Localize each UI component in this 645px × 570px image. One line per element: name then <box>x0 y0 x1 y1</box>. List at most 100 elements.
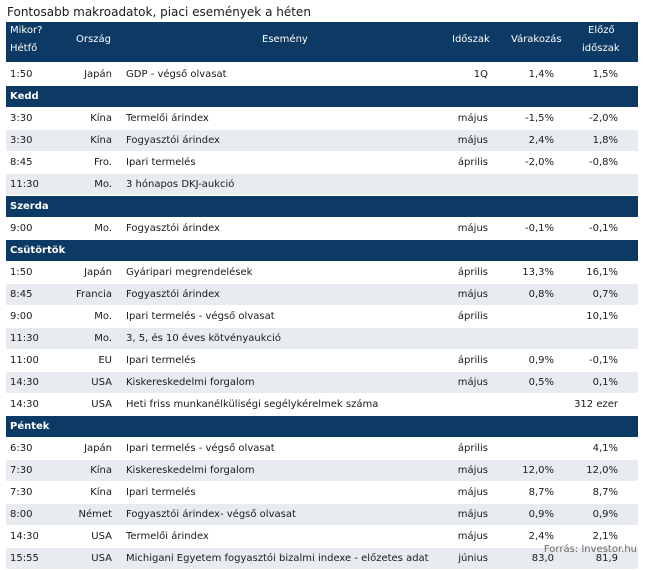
calendar-table: Mikor? Hétfő Ország Esemény Időszak Vára… <box>6 22 638 570</box>
day-header-row: Péntek <box>6 416 638 438</box>
cell-time: 11:30 <box>10 179 39 190</box>
cell-previous: -0,8% <box>588 157 618 168</box>
cell-period <box>446 394 488 415</box>
cell-event: GDP - végső olvasat <box>126 69 227 80</box>
header-expectation: Várakozás <box>511 34 562 45</box>
header-country: Ország <box>76 34 111 45</box>
table-row: 7:30 Kína Kiskereskedelmi forgalom május 12,… <box>6 460 638 482</box>
day-header-row: Szerda <box>6 196 638 218</box>
cell-time: 14:30 <box>10 531 39 542</box>
cell-event: Fogyasztói árindex <box>126 135 220 146</box>
cell-previous: 1,5% <box>592 69 618 80</box>
cell-expectation: 0,5% <box>528 377 554 388</box>
cell-event: Ipari termelés <box>126 355 196 366</box>
cell-period: június <box>458 553 488 564</box>
cell-period: május <box>457 531 488 542</box>
cell-event: Kiskereskedelmi forgalom <box>126 465 255 476</box>
cell-previous: -2,0% <box>588 113 618 124</box>
header-monday: Hétfő <box>10 43 38 54</box>
header-period: Időszak <box>452 34 490 45</box>
cell-expectation <box>506 438 554 459</box>
cell-previous: -0,1% <box>588 355 618 366</box>
cell-previous <box>572 174 618 195</box>
cell-event: Michigani Egyetem fogyasztói bizalmi ind… <box>126 553 429 564</box>
cell-time: 8:45 <box>10 289 33 300</box>
cell-country: Kína <box>90 113 112 124</box>
cell-previous: 2,1% <box>592 531 618 542</box>
cell-time: 9:00 <box>10 223 33 234</box>
cell-event: Fogyasztói árindex- végső olvasat <box>126 509 296 520</box>
table-row: 7:30 Kína Ipari termelés május 8,7% 8,7% <box>6 482 638 504</box>
cell-expectation: -2,0% <box>524 157 554 168</box>
table-row: 1:50 Japán Gyáripari megrendelések április 1… <box>6 262 638 284</box>
cell-time: 11:30 <box>10 333 39 344</box>
day-label: Péntek <box>10 421 50 432</box>
cell-previous: 12,0% <box>586 465 618 476</box>
cell-event: Heti friss munkanélküliségi segélykérelm… <box>126 399 379 410</box>
cell-previous: 0,1% <box>592 377 618 388</box>
cell-country: Mo. <box>94 311 112 322</box>
cell-expectation: 12,0% <box>522 465 554 476</box>
cell-country: Mo. <box>94 223 112 234</box>
cell-expectation: 0,9% <box>528 355 554 366</box>
cell-period: május <box>457 113 488 124</box>
cell-time: 3:30 <box>10 113 33 124</box>
cell-period: április <box>457 267 488 278</box>
cell-country: USA <box>91 531 112 542</box>
cell-country: Mo. <box>94 179 112 190</box>
table-row: 9:00 Mo. Fogyasztói árindex május -0,1% -0,1% <box>6 218 638 240</box>
cell-expectation: 2,4% <box>528 531 554 542</box>
cell-expectation: -1,5% <box>524 113 554 124</box>
day-label: Csütörtök <box>10 245 66 256</box>
cell-previous: 4,1% <box>592 443 618 454</box>
cell-event: Ipari termelés <box>126 157 196 168</box>
day-label: Kedd <box>10 91 39 102</box>
cell-time: 14:30 <box>10 377 39 388</box>
cell-previous: 0,9% <box>592 509 618 520</box>
cell-time: 3:30 <box>10 135 33 146</box>
header-event: Esemény <box>262 34 308 45</box>
table-body: 1:50 Japán GDP - végső olvasat 1Q 1,4% 1,5% Ke… <box>6 64 638 570</box>
cell-period: május <box>457 377 488 388</box>
cell-time: 15:55 <box>10 553 39 564</box>
cell-period: május <box>457 135 488 146</box>
cell-previous: 10,1% <box>586 311 618 322</box>
cell-period: május <box>457 509 488 520</box>
cell-previous: 1,8% <box>592 135 618 146</box>
cell-event: 3, 5, és 10 éves kötvényaukció <box>126 333 281 344</box>
cell-expectation: 0,9% <box>528 509 554 520</box>
table-row: 14:30 USA Heti friss munkanélküliségi segé… <box>6 394 638 416</box>
cell-country: Fro. <box>93 157 112 168</box>
cell-period: május <box>457 487 488 498</box>
cell-time: 1:50 <box>10 69 33 80</box>
cell-time: 7:30 <box>10 487 33 498</box>
cell-country: USA <box>91 553 112 564</box>
cell-previous: 312 ezer <box>574 399 618 410</box>
cell-country: EU <box>98 355 112 366</box>
cell-time: 7:30 <box>10 465 33 476</box>
cell-time: 8:45 <box>10 157 33 168</box>
cell-expectation: 83,0 <box>531 553 554 564</box>
cell-country: Japán <box>84 69 112 80</box>
cell-country: Kína <box>90 135 112 146</box>
cell-country: Mo. <box>94 333 112 344</box>
page-title: Fontosabb makroadatok, piaci események a… <box>7 5 311 19</box>
cell-period: április <box>457 443 488 454</box>
table-row: 6:30 Japán Ipari termelés - végső olvasat á… <box>6 438 638 460</box>
cell-period <box>446 174 488 195</box>
cell-time: 6:30 <box>10 443 33 454</box>
cell-country: USA <box>91 399 112 410</box>
cell-expectation: 8,7% <box>528 487 554 498</box>
header-when: Mikor? <box>10 25 43 36</box>
cell-expectation: 13,3% <box>522 267 554 278</box>
cell-expectation: 0,8% <box>528 289 554 300</box>
table-row: 3:30 Kína Fogyasztói árindex május 2,4% 1,8% <box>6 130 638 152</box>
cell-country: Kína <box>90 487 112 498</box>
cell-previous: 16,1% <box>586 267 618 278</box>
cell-event: Ipari termelés - végső olvasat <box>126 311 275 322</box>
table-row: 14:30 USA Termelői árindex május 2,4% 2,1% <box>6 526 638 548</box>
table-row: 14:30 USA Kiskereskedelmi forgalom május 0,5… <box>6 372 638 394</box>
cell-event: Termelői árindex <box>126 531 209 542</box>
cell-period: április <box>457 355 488 366</box>
cell-country: Kína <box>90 465 112 476</box>
